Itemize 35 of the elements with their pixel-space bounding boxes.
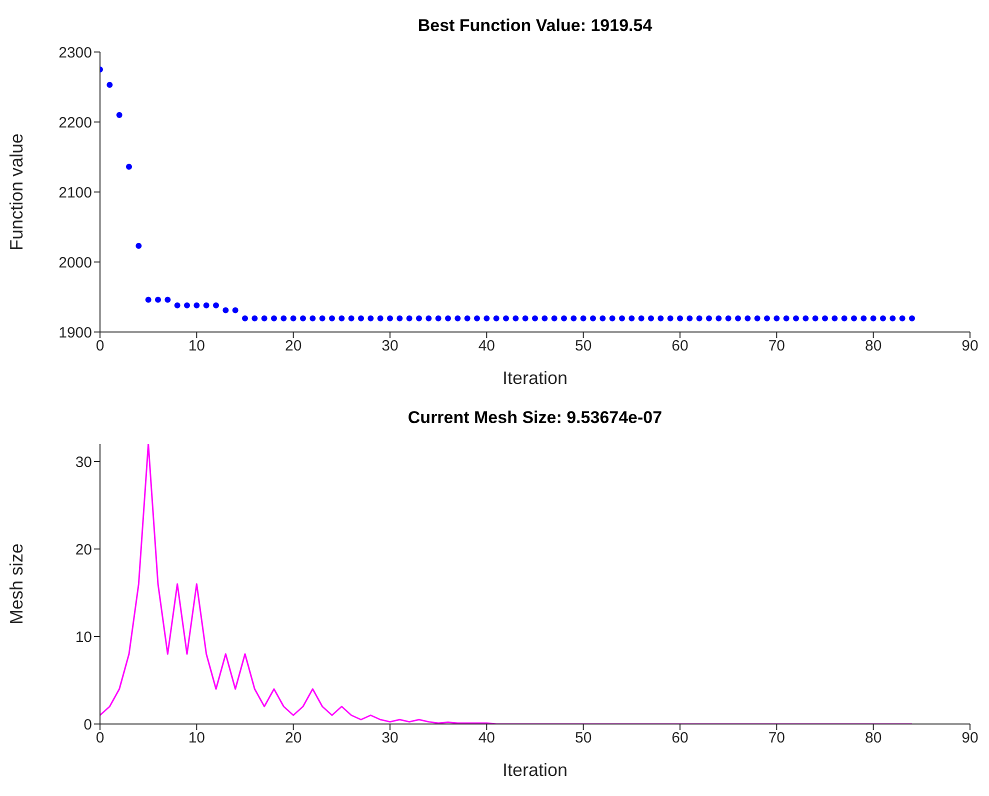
x-axis-title: Iteration xyxy=(502,760,568,780)
x-tick-label: 90 xyxy=(962,338,978,355)
x-tick-label: 90 xyxy=(962,730,978,747)
x-tick-label: 70 xyxy=(768,338,786,355)
x-tick-label: 20 xyxy=(284,730,302,747)
chart-title: Current Mesh Size: 9.53674e-07 xyxy=(406,408,664,428)
x-tick-label: 50 xyxy=(574,338,592,355)
x-tick-label: 80 xyxy=(864,338,882,355)
y-tick-label: 0 xyxy=(84,716,92,734)
y-axis-title: Function value xyxy=(6,133,26,251)
x-tick-label: 0 xyxy=(96,338,104,355)
x-tick-label: 40 xyxy=(478,338,496,355)
x-tick-label: 60 xyxy=(672,730,688,747)
x-tick-label: 0 xyxy=(96,730,104,747)
x-tick-label: 40 xyxy=(478,730,496,747)
x-tick-label: 10 xyxy=(188,730,206,747)
x-tick-label: 50 xyxy=(574,730,592,747)
y-axis-title: Mesh size xyxy=(6,543,26,625)
x-axis-title: Iteration xyxy=(502,368,568,388)
y-tick-label: 20 xyxy=(75,541,92,558)
y-tick-label: 30 xyxy=(75,454,92,471)
x-tick-label: 80 xyxy=(864,730,882,747)
y-tick-label: 2300 xyxy=(58,44,92,62)
x-tick-label: 60 xyxy=(672,338,688,355)
y-tick-label: 1900 xyxy=(58,324,92,342)
x-tick-label: 30 xyxy=(382,730,398,747)
chart-title: Best Function Value: 1919.54 xyxy=(416,16,654,36)
x-tick-label: 10 xyxy=(188,338,206,355)
x-tick-label: 70 xyxy=(768,730,786,747)
x-tick-label: 30 xyxy=(382,338,398,355)
y-tick-label: 2200 xyxy=(58,114,92,132)
y-tick-label: 10 xyxy=(75,628,92,646)
y-tick-label: 2100 xyxy=(58,184,92,202)
y-tick-label: 2000 xyxy=(58,254,92,272)
x-tick-label: 20 xyxy=(284,338,302,355)
